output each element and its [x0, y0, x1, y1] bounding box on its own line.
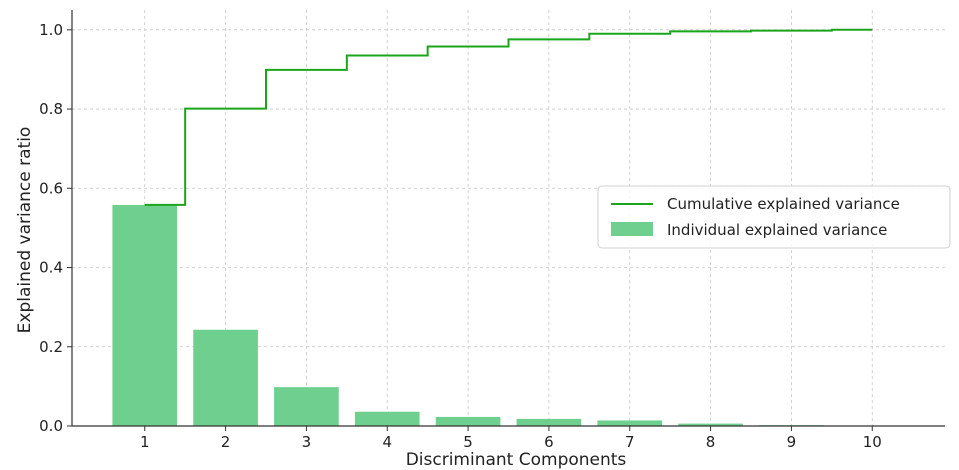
x-tick-label-3: 3	[302, 433, 312, 451]
bar-component-2	[193, 329, 258, 426]
y-tick-label-5: 1.0	[39, 21, 63, 39]
bar-component-5	[435, 416, 501, 426]
legend: Cumulative explained variance Individual…	[597, 185, 951, 249]
y-tick-label-1: 0.2	[39, 338, 63, 356]
bar-component-8	[678, 423, 743, 426]
x-tick-label-1: 1	[140, 433, 150, 451]
legend-box	[597, 185, 951, 249]
axes	[71, 10, 945, 427]
x-tick-label-6: 6	[544, 433, 554, 451]
bars	[112, 204, 905, 426]
cumulative-variance-line	[144, 28, 873, 206]
x-tick-label-4: 4	[382, 433, 392, 451]
y-tick-label-4: 0.8	[39, 100, 63, 118]
x-tick-label-5: 5	[463, 433, 473, 451]
y-tick-label-2: 0.4	[39, 259, 63, 277]
legend-individual-label: Individual explained variance	[667, 221, 887, 239]
y-ticks: 0.0 0.2 0.4 0.6 0.8 1.0	[39, 21, 72, 435]
bar-component-6	[516, 418, 582, 426]
x-ticks: 1 2 3 4 5 6 7 8 9 10	[140, 426, 882, 451]
y-tick-label-3: 0.6	[39, 179, 63, 197]
bar-component-3	[274, 387, 339, 426]
cumulative-line-group	[144, 28, 873, 206]
bar-component-1	[112, 204, 178, 426]
x-tick-label-2: 2	[221, 433, 231, 451]
x-tick-label-8: 8	[706, 433, 716, 451]
x-tick-label-9: 9	[787, 433, 797, 451]
y-tick-label-0: 0.0	[39, 417, 63, 435]
legend-cumulative-label: Cumulative explained variance	[667, 195, 900, 213]
bar-component-4	[354, 411, 420, 426]
bar-component-7	[597, 420, 663, 426]
legend-individual-swatch	[611, 222, 653, 236]
x-tick-label-10: 10	[863, 433, 882, 451]
x-tick-label-7: 7	[625, 433, 635, 451]
x-axis-label: Discriminant Components	[406, 450, 627, 470]
y-axis-label: Explained variance ratio	[15, 127, 35, 334]
